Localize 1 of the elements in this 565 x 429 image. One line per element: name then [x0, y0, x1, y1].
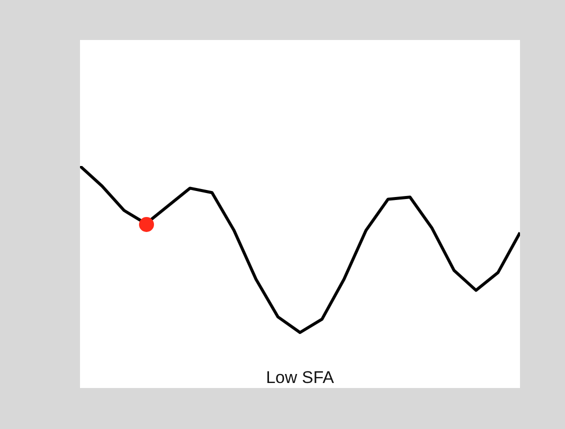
- x-axis-title: Low SFA: [264, 368, 336, 388]
